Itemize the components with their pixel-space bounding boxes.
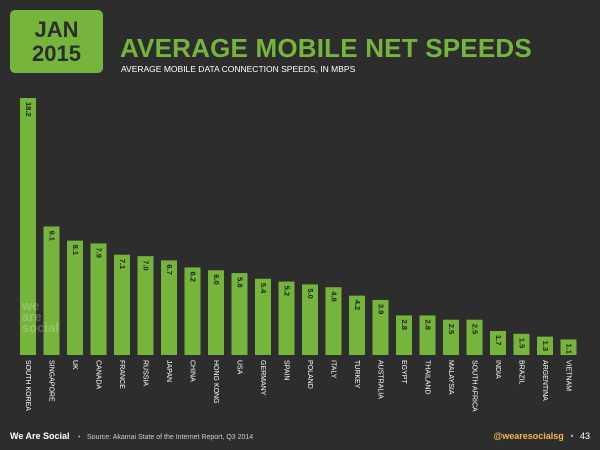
footer-separator: • xyxy=(78,434,81,441)
value-label: 9.1 xyxy=(48,231,57,241)
category-label: INDIA xyxy=(494,360,501,379)
we-are-social-watermark: we are social xyxy=(22,298,59,335)
value-label: 4.2 xyxy=(353,300,362,310)
value-label: 6.0 xyxy=(212,274,221,284)
bar-south-africa xyxy=(466,319,483,355)
bar-singapore xyxy=(43,226,60,355)
category-label: SINGAPORE xyxy=(48,360,55,402)
category-label: EGYPT xyxy=(400,360,407,384)
category-label: THAILAND xyxy=(424,360,431,395)
bar-egypt xyxy=(396,315,412,355)
date-year: 2015 xyxy=(32,41,81,66)
date-badge: JAN 2015 xyxy=(10,10,103,73)
value-label: 1.3 xyxy=(541,341,550,351)
value-label: 4.8 xyxy=(330,291,339,301)
category-label: ITALY xyxy=(330,360,337,379)
bar-germany xyxy=(255,278,271,355)
value-label: 18.2 xyxy=(24,102,33,117)
value-label: 5.2 xyxy=(283,286,292,296)
watermark-line-2: are xyxy=(22,309,42,324)
category-label: TURKEY xyxy=(353,360,360,389)
value-label: 7.0 xyxy=(142,260,151,270)
bar-hong-kong xyxy=(208,270,224,355)
category-label: CANADA xyxy=(95,360,102,390)
bar-vietnam xyxy=(560,339,577,355)
bar-south-korea xyxy=(20,98,36,355)
category-label: SOUTH KOREA xyxy=(24,360,31,411)
bar-malaysia xyxy=(443,319,459,355)
bar-argentina xyxy=(537,336,553,355)
category-label: AUSTRALIA xyxy=(377,360,384,399)
category-label: BRAZIL xyxy=(518,360,525,385)
value-label: 7.9 xyxy=(95,247,104,257)
bar-japan xyxy=(161,260,177,355)
chart-subtitle: AVERAGE MOBILE DATA CONNECTION SPEEDS, I… xyxy=(121,64,356,74)
footer-right: @wearesocialsg • 43 xyxy=(493,431,590,442)
value-label: 5.4 xyxy=(259,283,268,294)
footer-handle[interactable]: @wearesocialsg xyxy=(493,431,564,441)
value-label: 1.5 xyxy=(518,338,527,348)
date-month: JAN xyxy=(34,17,79,42)
category-label: POLAND xyxy=(306,360,313,389)
page-number: 43 xyxy=(579,431,590,441)
category-label: GERMANY xyxy=(259,360,266,396)
value-label: 8.1 xyxy=(71,245,80,255)
bar-china xyxy=(184,267,201,355)
value-label: 1.7 xyxy=(494,335,503,345)
bar-italy xyxy=(325,287,342,355)
bar-australia xyxy=(372,299,389,355)
value-label: 6.7 xyxy=(165,264,174,274)
category-label: ARGENTINA xyxy=(541,360,548,401)
bar-russia xyxy=(137,256,154,355)
footer-source: Source: Akamai State of the Internet Rep… xyxy=(87,434,254,441)
footer-left: We Are Social • Source: Akamai State of … xyxy=(10,431,253,443)
bar-thailand xyxy=(419,315,436,355)
bar-france xyxy=(114,254,130,355)
category-label: SPAIN xyxy=(283,360,290,381)
value-label: 7.1 xyxy=(118,259,127,269)
footer-separator-right: • xyxy=(570,431,574,441)
value-label: 2.5 xyxy=(471,324,480,334)
category-label: CHINA xyxy=(189,360,196,382)
bar-uk xyxy=(67,240,83,355)
category-label: UK xyxy=(71,360,78,370)
chart-title: AVERAGE MOBILE NET SPEEDS xyxy=(120,33,532,63)
category-label: JAPAN xyxy=(165,360,172,382)
bar-poland xyxy=(302,284,318,355)
value-label: 5.8 xyxy=(236,277,245,287)
watermark-line-3: social xyxy=(22,320,59,335)
bar-turkey xyxy=(349,295,365,355)
category-label: VIETNAM xyxy=(565,360,572,391)
value-label: 6.2 xyxy=(189,271,198,281)
bar-canada xyxy=(90,243,107,355)
bar-usa xyxy=(231,273,248,355)
category-label: SOUTH AFRICA xyxy=(471,360,478,412)
footer-brand: We Are Social xyxy=(10,431,70,441)
bar-india xyxy=(490,330,506,355)
category-label: MALAYSIA xyxy=(447,360,454,395)
category-label: USA xyxy=(236,360,243,375)
value-label: 5.0 xyxy=(306,288,315,298)
value-label: 3.9 xyxy=(377,304,386,314)
category-label: FRANCE xyxy=(118,360,125,389)
value-label: 1.1 xyxy=(565,343,574,353)
watermark-line-1: we xyxy=(22,298,40,313)
bar-brazil xyxy=(513,333,530,355)
value-label: 2.8 xyxy=(400,319,409,329)
value-label: 2.8 xyxy=(424,319,433,329)
category-label: HONG KONG xyxy=(212,360,219,404)
category-label: RUSSIA xyxy=(142,360,149,386)
value-label: 2.5 xyxy=(447,324,456,334)
bar-spain xyxy=(278,281,295,355)
